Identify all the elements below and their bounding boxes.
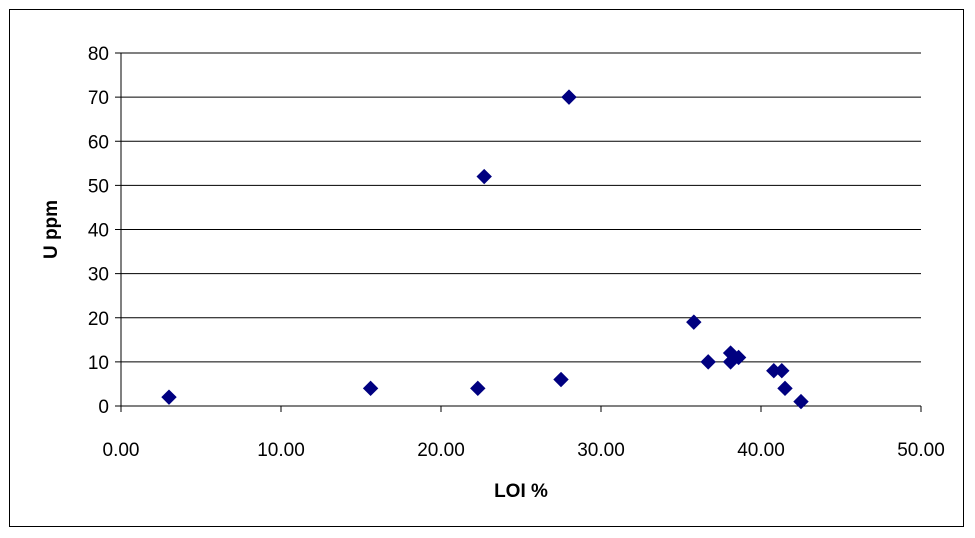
y-tick-label: 20 [88, 309, 109, 330]
x-tick-label: 50.00 [897, 440, 945, 461]
y-tick-label: 80 [88, 44, 109, 65]
data-point [730, 349, 747, 366]
data-point [362, 380, 379, 397]
data-point [161, 389, 177, 405]
y-tick-label: 0 [98, 397, 109, 418]
chart-area [9, 9, 964, 527]
data-point [561, 89, 577, 105]
x-tick-label: 40.00 [737, 440, 785, 461]
data-point [476, 168, 492, 185]
data-point [470, 380, 486, 397]
data-point [793, 393, 809, 410]
y-tick-label: 40 [88, 221, 109, 242]
data-point [777, 380, 793, 397]
data-point [686, 314, 702, 330]
y-axis-title: U ppm [41, 200, 62, 259]
data-point [553, 371, 569, 388]
y-tick-label: 10 [88, 353, 109, 374]
y-tick-label: 30 [88, 265, 109, 286]
data-point [774, 362, 790, 379]
x-tick-label: 20.00 [417, 440, 465, 461]
x-tick-label: 30.00 [577, 440, 625, 461]
y-tick-label: 60 [88, 132, 109, 153]
y-tick-label: 70 [88, 88, 109, 109]
data-point [700, 354, 716, 370]
x-axis-title: LOI % [494, 481, 548, 502]
x-tick-label: 0.00 [103, 440, 140, 461]
x-tick-label: 10.00 [257, 440, 305, 461]
y-tick-label: 50 [88, 176, 109, 197]
